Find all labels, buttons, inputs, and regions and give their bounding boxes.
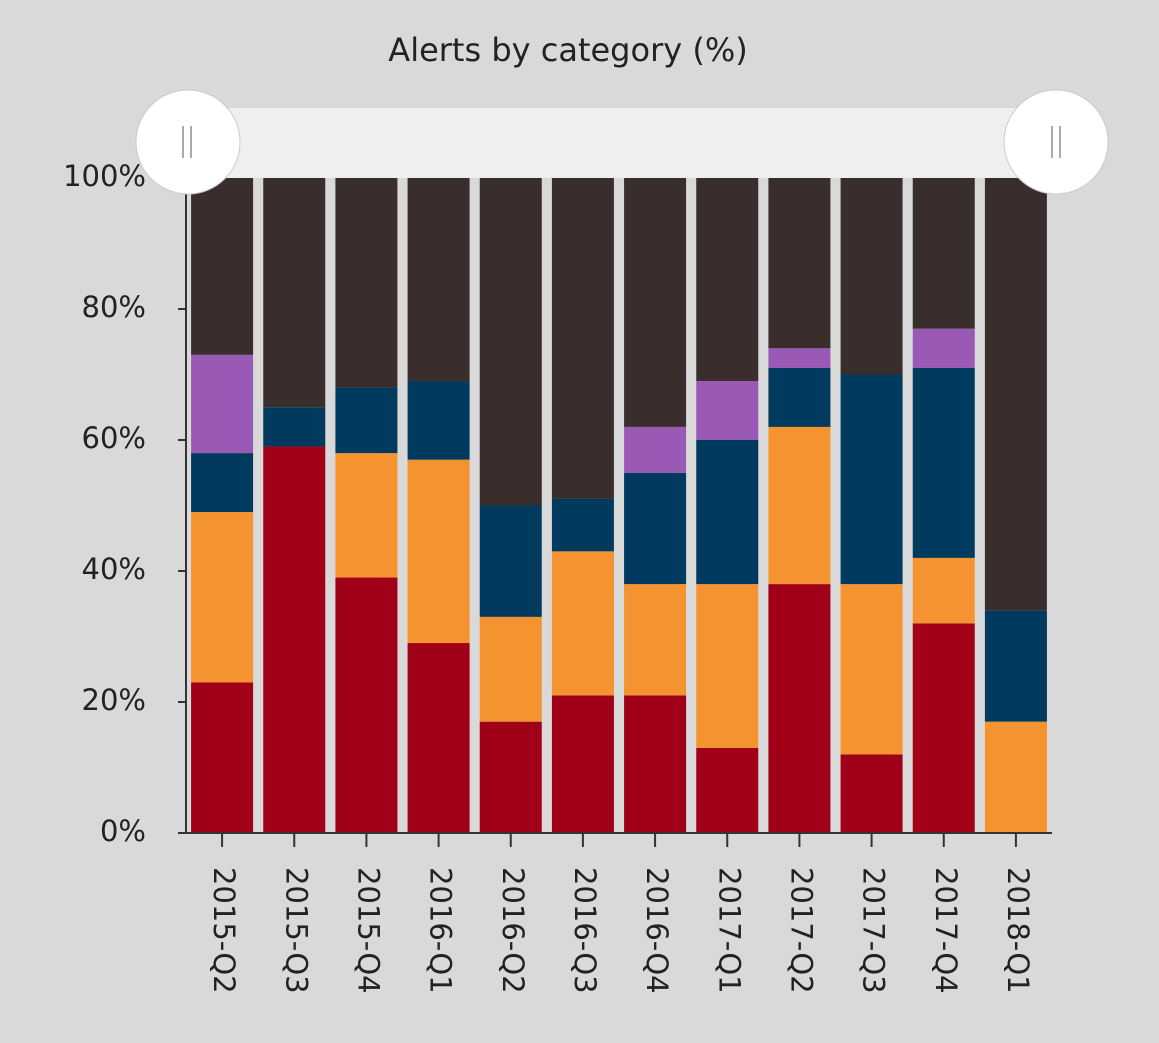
bar-segment [696,584,759,748]
bar-segment [335,577,398,833]
bar-segment [768,178,831,349]
bar-segment [624,472,687,585]
range-slider-handle-left[interactable] [135,89,241,195]
bar-segment [912,328,975,368]
x-tick-label: 2017-Q2 [784,867,818,994]
bar-segment [479,721,542,833]
y-tick-label: 0% [100,814,146,848]
range-slider-track[interactable] [188,108,1056,178]
bar-segment [407,381,470,460]
chart-title: Alerts by category (%) [388,31,747,69]
bar-segment [335,178,398,388]
bar-segment [191,682,254,833]
bar-segment [407,459,470,644]
bar-segment [840,178,903,375]
bar-segment [479,505,542,617]
bar-segment [263,178,326,408]
bar-segment [768,584,831,833]
bar-segment [551,695,614,833]
bar-segment [912,557,975,624]
bar-segment [768,348,831,368]
bar-segment [912,178,975,329]
bar-segment [191,512,254,683]
bar-segment [479,616,542,722]
bar-segment [263,407,326,447]
y-tick-label: 60% [82,421,146,455]
bar-segment [407,178,470,382]
y-tick-label: 40% [82,552,146,586]
bar-segment [624,584,687,696]
bar-segment [263,446,326,833]
bar-segment [191,178,254,355]
x-tick-label: 2015-Q3 [279,867,313,994]
bar-segment [191,453,254,513]
x-tick-label: 2016-Q2 [496,867,530,994]
bar-segment [624,426,687,473]
x-tick-label: 2017-Q1 [712,867,746,994]
bar-segment [551,178,614,499]
bar-segment [335,453,398,578]
x-tick-label: 2017-Q4 [929,867,963,994]
bar-segment [191,354,254,454]
bar-segment [335,387,398,454]
bar-segment [912,367,975,558]
x-tick-label: 2017-Q3 [857,867,891,994]
bar-segment [551,551,614,696]
bar-segment [696,747,759,833]
bar-segment [840,374,903,585]
y-tick-label: 80% [82,290,146,324]
bar-segment [984,610,1047,722]
x-tick-label: 2016-Q3 [568,867,602,994]
range-slider-handle-right[interactable] [1003,89,1109,195]
bar-segment [624,695,687,833]
bar-segment [984,178,1047,611]
y-tick-label: 20% [82,683,146,717]
bar-segment [479,178,542,506]
bar-segment [624,178,687,427]
x-tick-label: 2016-Q1 [424,867,458,994]
bar-segment [768,426,831,585]
bar-segment [696,178,759,382]
plot-area: 0% 20% 40% 60% 80% 100% 2015-Q2 2015-Q3 2015-Q4 2… [63,159,1052,994]
bar-segment [407,643,470,833]
x-tick-label: 2015-Q2 [207,867,241,994]
x-tick-label: 2018-Q1 [1001,867,1035,994]
bar-segment [768,367,831,427]
y-tick-label: 100% [63,159,146,193]
bar-segment [840,754,903,833]
bar-segment [696,381,759,440]
bar-segment [551,498,614,552]
x-tick-label: 2015-Q4 [351,867,385,994]
x-tick-label: 2016-Q4 [640,867,674,994]
bar-segment [912,623,975,833]
bar-segment [840,584,903,755]
bar-segment [696,440,759,585]
bar-segment [984,721,1047,833]
